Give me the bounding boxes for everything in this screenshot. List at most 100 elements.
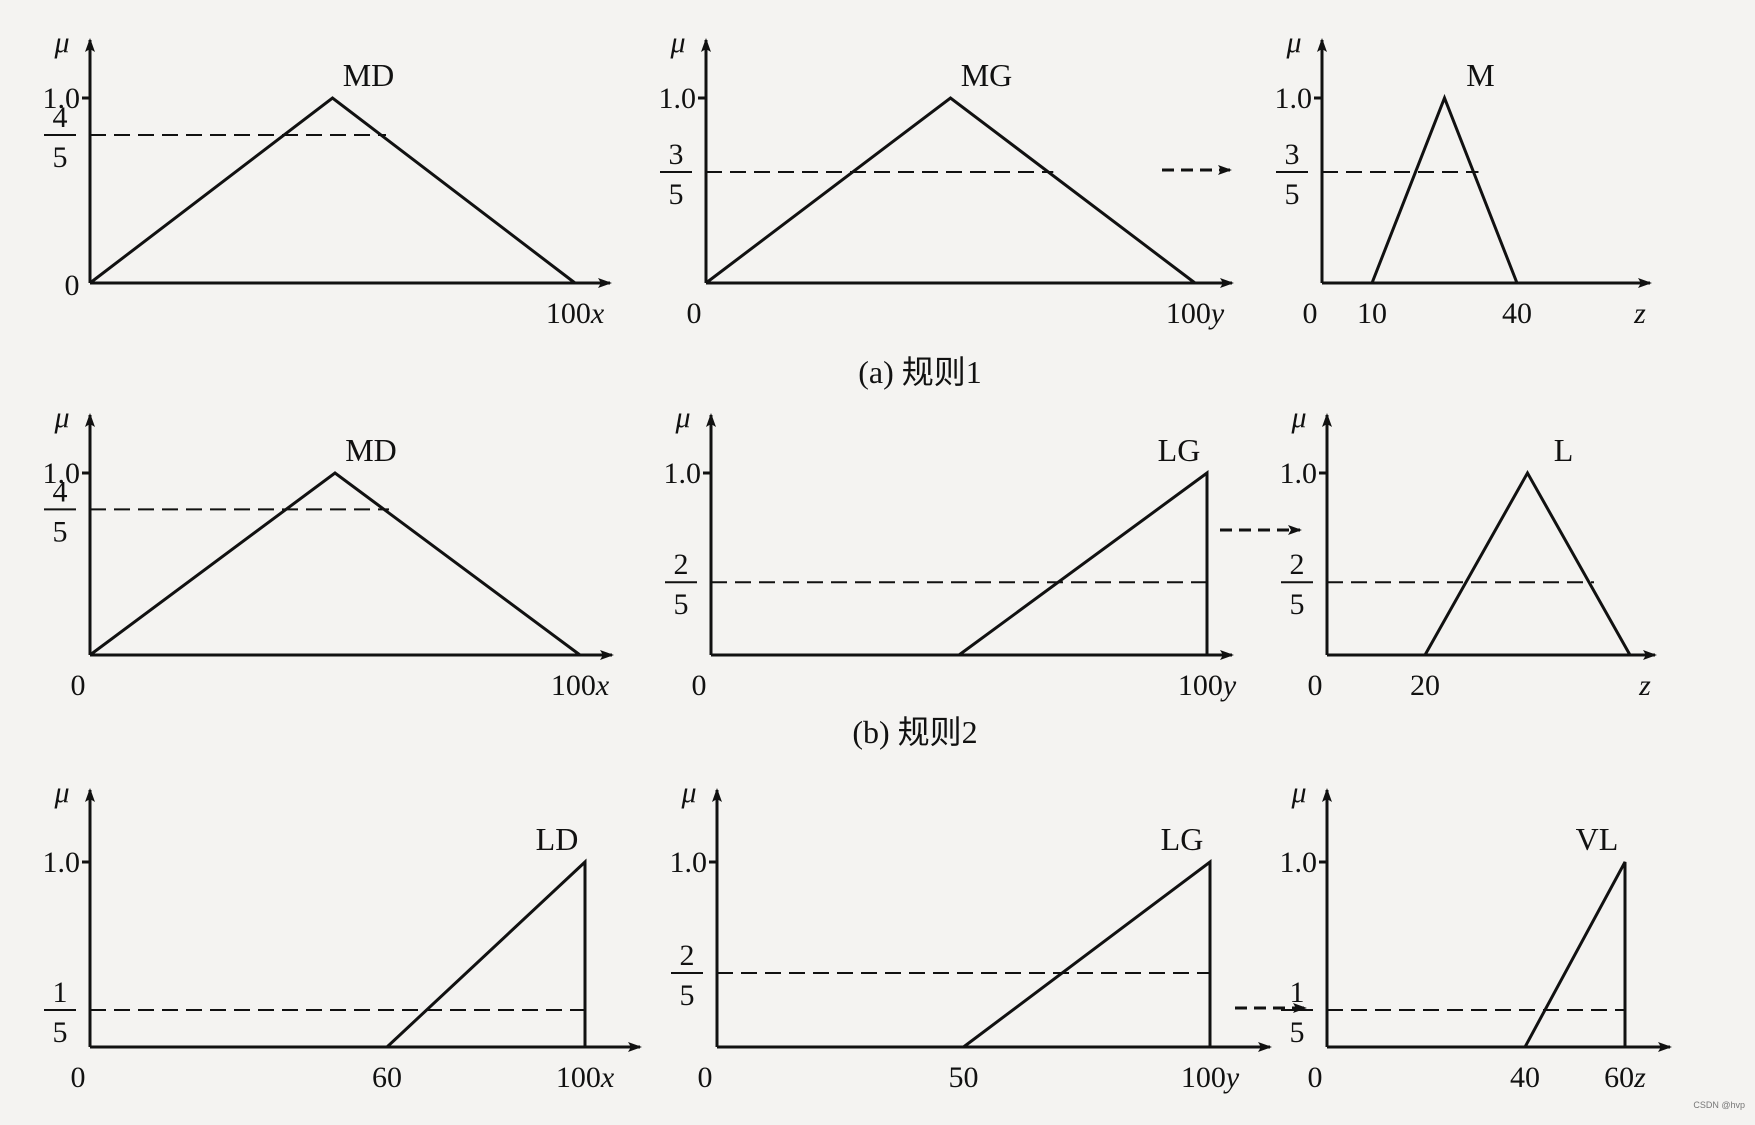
- one-tick-label: 1.0: [1280, 457, 1318, 490]
- axis-variable-label: z: [1633, 297, 1646, 330]
- x-tick-label: 10: [1357, 297, 1387, 330]
- panel-1-2: μ 1.0 L 2 5 0 20 z: [1280, 401, 1657, 702]
- mu-label: μ: [674, 401, 690, 434]
- membership-function-LG: [962, 858, 1212, 1049]
- x-tick-label: 0: [1308, 669, 1323, 702]
- panel-1-1: μ 1.0 LG 2 5 0 100y: [664, 401, 1237, 702]
- x-tick-label: 40: [1510, 1061, 1540, 1094]
- panel-2-2: μ 1.0 VL 1 50 40 60z: [1280, 776, 1672, 1094]
- set-label: VL: [1576, 821, 1619, 857]
- cut-numerator: 2: [1290, 548, 1305, 581]
- axis-variable: z: [1633, 1061, 1646, 1094]
- mu-label: μ: [1290, 401, 1306, 434]
- cut-numerator: 3: [1285, 138, 1300, 171]
- axis-variable: y: [1208, 297, 1225, 330]
- membership-function-VL: [1523, 861, 1627, 1048]
- cut-numerator: 1: [53, 976, 68, 1009]
- set-label: LG: [1158, 432, 1201, 468]
- cut-numerator: 2: [680, 939, 695, 972]
- mu-label: μ: [680, 776, 696, 809]
- x-tick-label: 0: [71, 669, 86, 702]
- watermark: CSDN @hvp: [1693, 1100, 1745, 1110]
- set-label: MD: [345, 432, 397, 468]
- mu-label: μ: [53, 776, 69, 809]
- rule-arrows: [1162, 165, 1307, 1013]
- cut-numerator: 2: [674, 548, 689, 581]
- one-tick-label: 1.0: [670, 846, 708, 879]
- membership-function-LD: [385, 858, 587, 1049]
- x-tick-label: 20: [1410, 669, 1440, 702]
- one-tick-label: 1.0: [43, 82, 81, 115]
- mu-label: μ: [53, 401, 69, 434]
- membership-function-L: [1423, 469, 1632, 656]
- x-tick-label: 0: [1303, 297, 1318, 330]
- x-tick-label: 40: [1502, 297, 1532, 330]
- set-label: LG: [1161, 821, 1204, 857]
- cut-numerator: 3: [669, 138, 684, 171]
- x-tick-label: 0: [1308, 1061, 1323, 1094]
- x-tick-label: 0: [687, 297, 702, 330]
- x-tick-label: 60: [372, 1061, 402, 1094]
- membership-function-M: [1370, 93, 1519, 284]
- cut-numerator: 4: [53, 101, 68, 134]
- set-label: MD: [343, 57, 395, 93]
- membership-function-LG: [958, 470, 1209, 657]
- x-tick-label: 100y: [1178, 669, 1237, 702]
- x-tick-label: 0: [692, 669, 707, 702]
- panel-0-2: μ 1.0 M 3 5 0 10 40 z: [1275, 26, 1652, 330]
- panel-0-1: μ 1.0 MG 3 5 0 100y: [659, 26, 1234, 330]
- x-tick-label: 100x: [546, 297, 605, 330]
- one-tick-label: 1.0: [659, 82, 697, 115]
- cut-denominator: 5: [1285, 178, 1300, 211]
- x-tick-label: 100x: [556, 1061, 615, 1094]
- cut-denominator: 5: [53, 1016, 68, 1049]
- panel-2-0: μ 1.0 LD 1 50 60 100x: [43, 776, 642, 1094]
- panel-1-0: μ 1.0 MD 4 5 0 100x: [43, 401, 614, 702]
- mu-label: μ: [1285, 26, 1301, 59]
- cut-numerator: 1: [1290, 976, 1305, 1009]
- axis-variable: x: [595, 669, 610, 702]
- axis-variable: x: [600, 1061, 615, 1094]
- set-label: L: [1554, 432, 1574, 468]
- x-tick-label: 100y: [1166, 297, 1225, 330]
- one-tick-label: 1.0: [664, 457, 702, 490]
- mu-label: μ: [53, 26, 69, 59]
- cut-numerator: 4: [53, 475, 68, 508]
- cut-denominator: 5: [669, 178, 684, 211]
- caption-rule-1: (a) 规则1: [858, 354, 982, 390]
- axis-variable: x: [590, 297, 605, 330]
- x-tick-label: 100y: [1181, 1061, 1240, 1094]
- one-tick-label: 1.0: [43, 846, 81, 879]
- cut-denominator: 5: [680, 979, 695, 1012]
- mu-label: μ: [1290, 776, 1306, 809]
- cut-denominator: 5: [674, 588, 689, 621]
- membership-function-MG: [705, 96, 1196, 285]
- x-tick-label: 100x: [551, 669, 610, 702]
- x-tick-label: 0: [698, 1061, 713, 1094]
- panel-0-0: μ 1.0 MD 4 5 0 100x: [43, 26, 612, 330]
- set-label: LD: [536, 821, 579, 857]
- axis-variable-label: z: [1638, 669, 1651, 702]
- one-tick-label: 1.0: [43, 457, 81, 490]
- caption-rule-2: (b) 规则2: [852, 714, 977, 750]
- membership-function-MD: [89, 471, 581, 657]
- x-tick-label: 60z: [1604, 1061, 1646, 1094]
- axis-variable: y: [1223, 1061, 1240, 1094]
- cut-denominator: 5: [1290, 1016, 1305, 1049]
- cut-denominator: 5: [1290, 588, 1305, 621]
- x-tick-label: 0: [65, 269, 80, 302]
- cut-denominator: 5: [53, 515, 68, 548]
- cut-denominator: 5: [53, 141, 68, 174]
- x-tick-label: 50: [949, 1061, 979, 1094]
- axis-variable: y: [1220, 669, 1237, 702]
- x-tick-label: 0: [71, 1061, 86, 1094]
- one-tick-label: 1.0: [1275, 82, 1313, 115]
- membership-function-MD: [89, 96, 576, 285]
- mu-label: μ: [669, 26, 685, 59]
- set-label: M: [1466, 57, 1494, 93]
- one-tick-label: 1.0: [1280, 846, 1318, 879]
